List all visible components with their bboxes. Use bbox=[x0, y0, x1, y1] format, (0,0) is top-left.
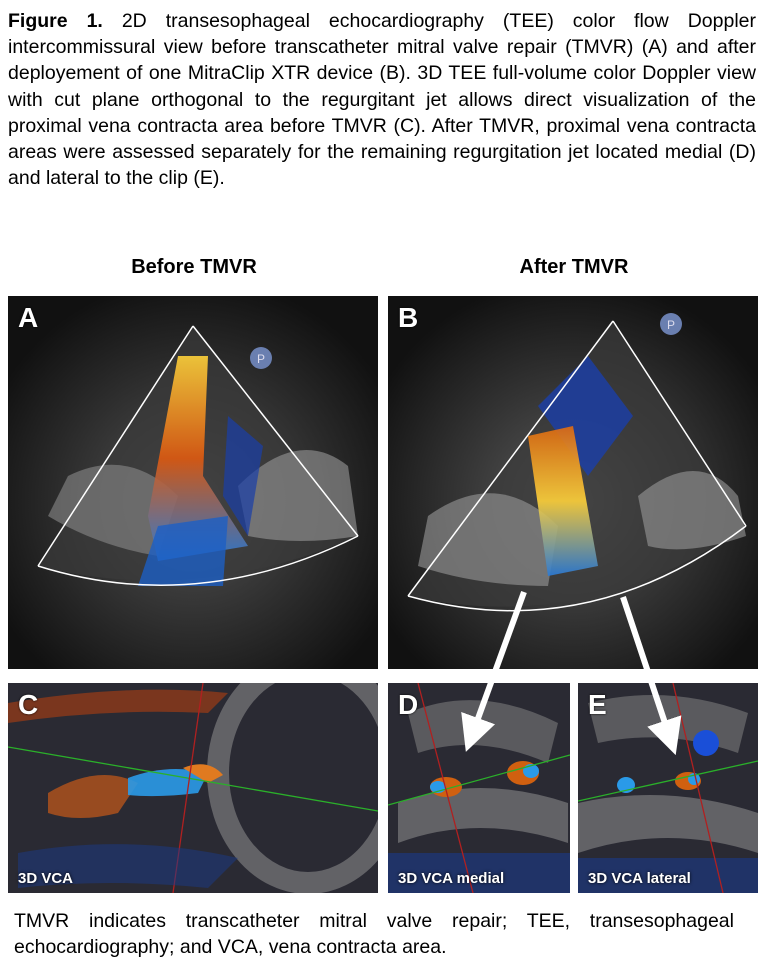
figure-caption: Figure 1. 2D transesophageal echocardiog… bbox=[8, 8, 756, 191]
panel-label-c: C bbox=[18, 689, 39, 720]
echo-image-a: P bbox=[8, 296, 378, 669]
echo-image-c bbox=[8, 683, 378, 893]
panel-label-b: B bbox=[398, 302, 419, 333]
panel-b-echo-image: P B bbox=[388, 296, 758, 669]
overlay-label-c: 3D VCA bbox=[18, 870, 74, 887]
figure-footnote: TMVR indicates transcatheter mitral valv… bbox=[14, 910, 734, 958]
panel-label-a: A bbox=[18, 302, 39, 333]
overlay-label-d: 3D VCA medial bbox=[398, 870, 505, 887]
panel-d-3d-image: D 3D VCA medial bbox=[388, 683, 570, 893]
panel-e-3d-image: E 3D VCA lateral bbox=[578, 683, 758, 893]
panel-label-e: E bbox=[588, 689, 607, 720]
column-title-before: Before TMVR bbox=[131, 256, 257, 278]
panel-label-d: D bbox=[398, 689, 419, 720]
echo-image-b: P bbox=[388, 296, 758, 669]
column-title-after: After TMVR bbox=[519, 256, 629, 278]
probe-marker-b: P bbox=[667, 318, 675, 332]
panel-c-3d-image: C 3D VCA bbox=[8, 683, 378, 893]
caption-text: 2D transesophageal echocardiography (TEE… bbox=[8, 10, 756, 190]
panel-a-echo-image: P A bbox=[8, 296, 378, 669]
figure-label: Figure 1. bbox=[8, 10, 103, 32]
overlay-label-e: 3D VCA lateral bbox=[588, 870, 691, 887]
probe-marker-a: P bbox=[257, 352, 265, 366]
